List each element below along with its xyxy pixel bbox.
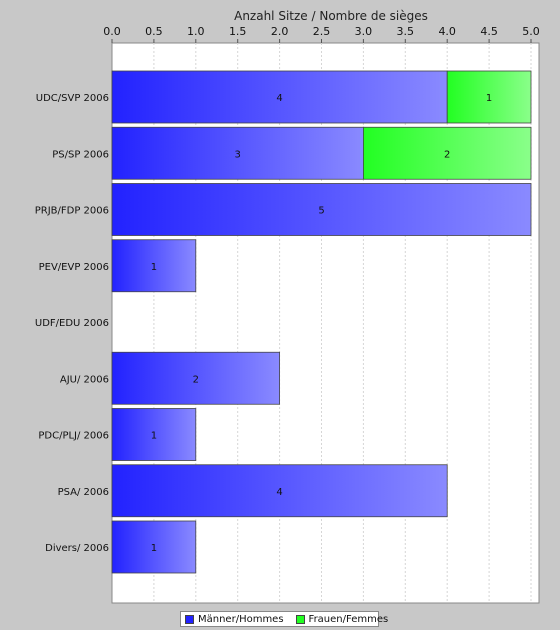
category-label: PRJB/FDP 2006 xyxy=(35,206,109,217)
legend-label-maenner: Männer/Hommes xyxy=(198,613,284,625)
bar xyxy=(111,520,197,574)
x-axis-ticks: 0.0 0.5 1.0 1.5 2.0 2.5 3.0 3.5 4.0 4.5 5.0 xyxy=(103,25,540,43)
bar-value-label: 4 xyxy=(276,93,282,104)
category-label: PDC/PLJ/ 2006 xyxy=(38,431,109,442)
x-tick-label: 3.5 xyxy=(397,25,415,38)
category-label: PS/SP 2006 xyxy=(52,149,109,160)
bar xyxy=(362,126,532,180)
x-tick-label: 1.5 xyxy=(229,25,247,38)
bar-value-label: 5 xyxy=(318,206,324,217)
x-tick-label: 3.0 xyxy=(355,25,373,38)
bar xyxy=(111,351,281,405)
category-labels: UDC/SVP 2006 PS/SP 2006 PRJB/FDP 2006 PEV/E… xyxy=(35,93,109,554)
category-label: UDF/EDU 2006 xyxy=(35,318,109,329)
category-label: Divers/ 2006 xyxy=(45,543,109,554)
legend-swatch-maenner xyxy=(185,614,194,624)
x-tick-label: 4.0 xyxy=(438,25,456,38)
x-tick-label: 4.5 xyxy=(480,25,498,38)
bar xyxy=(446,70,532,124)
bar-value-label: 2 xyxy=(193,374,199,385)
bar xyxy=(111,464,448,518)
bar xyxy=(111,70,448,124)
x-axis-title: Anzahl Sitze / Nombre de sièges xyxy=(234,9,428,23)
bar-value-label: 3 xyxy=(235,149,241,160)
legend-item-maenner: Männer/Hommes xyxy=(185,614,284,625)
category-label: UDC/SVP 2006 xyxy=(36,93,109,104)
category-label: AJU/ 2006 xyxy=(60,374,109,385)
legend-swatch-frauen xyxy=(295,614,305,624)
bars: 4 1 3 2 5 1 2 1 4 1 xyxy=(111,70,532,574)
bar-value-label: 1 xyxy=(486,93,492,104)
x-tick-label: 0.5 xyxy=(145,25,163,38)
bar-value-label: 1 xyxy=(151,543,157,554)
x-tick-label: 0.0 xyxy=(103,25,121,38)
category-label: PEV/EVP 2006 xyxy=(39,262,109,273)
bar xyxy=(111,126,364,180)
x-tick-label: 5.0 xyxy=(522,25,540,38)
bar-value-label: 1 xyxy=(151,431,157,442)
category-label: PSA/ 2006 xyxy=(58,487,109,498)
bar xyxy=(111,183,532,236)
x-tick-label: 2.0 xyxy=(271,25,289,38)
legend: Männer/Hommes Frauen/Femmes xyxy=(180,611,388,627)
bar-value-label: 1 xyxy=(151,262,157,273)
x-tick-label: 2.5 xyxy=(313,25,331,38)
x-tick-label: 1.0 xyxy=(187,25,205,38)
legend-label-frauen: Frauen/Femmes xyxy=(308,613,389,625)
bar-value-label: 4 xyxy=(276,487,282,498)
legend-item-frauen: Frauen/Femmes xyxy=(295,613,389,625)
bar-value-label: 2 xyxy=(444,149,450,160)
bar xyxy=(111,239,197,293)
bar xyxy=(111,408,197,461)
